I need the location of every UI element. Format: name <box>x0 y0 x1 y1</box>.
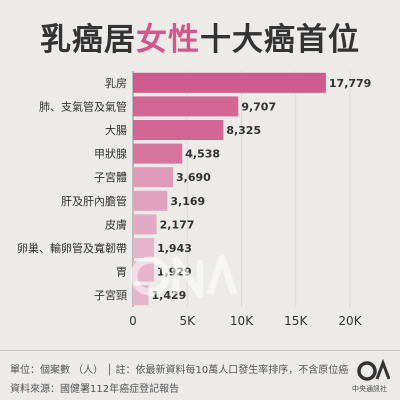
value-label: 8,325 <box>226 124 261 137</box>
cna-logo-icon <box>357 358 391 381</box>
footer: 單位：個案數 （人） │ 註：依最新資料每10萬人口發生率排序，不含原位癌 資料… <box>0 347 400 400</box>
category-label: 肺、支氣管及氣管 <box>39 99 127 113</box>
watermark-logo-icon <box>130 254 238 298</box>
title-part-1: 乳癌居 <box>40 22 136 58</box>
value-label: 1,943 <box>157 242 192 255</box>
category-label: 胃 <box>116 266 127 279</box>
title-highlight: 女性 <box>136 22 200 58</box>
x-tick-label: 0 <box>129 314 137 328</box>
category-label: 肝及肝內膽管 <box>61 194 127 208</box>
footer-divider <box>0 350 400 351</box>
value-label: 2,177 <box>160 218 195 231</box>
chart-title: 乳癌居女性十大癌首位 <box>0 14 400 59</box>
bar <box>133 96 239 117</box>
category-label: 大腸 <box>105 123 127 137</box>
value-label: 9,707 <box>241 100 276 113</box>
category-label: 卵巢、輸卵管及寬韌帶 <box>17 241 127 255</box>
x-tick-label: 20K <box>338 314 362 328</box>
category-label: 子宮體 <box>94 170 127 184</box>
value-label: 4,538 <box>185 148 220 161</box>
category-label: 皮膚 <box>105 217 127 231</box>
bar <box>133 72 326 93</box>
x-tick-label: 15K <box>284 314 308 328</box>
logo-brand-text: 中央通訊社 <box>352 385 387 393</box>
value-label: 3,169 <box>170 195 205 208</box>
footer-source: 資料來源：國健署112年癌症登記報告 <box>10 384 180 395</box>
value-label: 3,690 <box>176 171 211 184</box>
footer-note: 單位：個案數 （人） │ 註：依最新資料每10萬人口發生率排序，不含原位癌 <box>10 365 349 376</box>
category-label: 乳房 <box>105 77 127 90</box>
bar <box>133 120 224 140</box>
category-label: 甲狀腺 <box>94 147 127 161</box>
category-label: 子宮頸 <box>94 288 127 302</box>
bar <box>133 214 157 235</box>
cna-logo: 中央通訊社 <box>352 358 394 396</box>
bar <box>133 238 155 258</box>
title-part-2: 十大癌首位 <box>200 22 360 58</box>
bar <box>133 167 174 188</box>
bar <box>133 143 183 164</box>
value-label: 17,779 <box>329 77 371 90</box>
bar <box>133 190 168 211</box>
x-tick-label: 5K <box>179 314 196 328</box>
x-tick-label: 10K <box>230 314 254 328</box>
